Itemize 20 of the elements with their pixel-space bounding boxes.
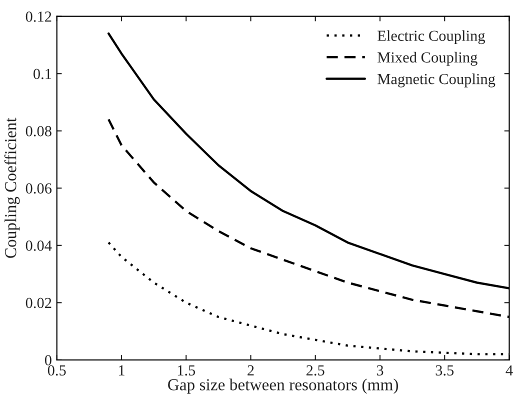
legend-label: Mixed Coupling [378,52,478,66]
y-axis-title: Coupling Coefficient [4,118,20,258]
x-tick-label: 0.5 [48,365,66,376]
x-tick-label: 1 [119,365,124,376]
legend-label: Magnetic Coupling [378,73,496,88]
y-tick-label: 0.08 [26,126,52,136]
y-tick-label: 0.06 [26,183,52,194]
y-tick-label: 0.1 [33,68,52,80]
x-tick-label: 4 [506,365,513,376]
y-tick-label: 0 [44,355,52,366]
x-tick-label: 2 [248,365,254,376]
legend-label: Electric Coupling [378,30,486,44]
y-tick-label: 0.02 [26,298,52,308]
x-tick-label: 2.5 [306,365,324,376]
x-axis-title: Gap size between resonators (mm) [168,378,398,394]
x-tick-label: 3 [376,365,384,376]
y-tick-label: 0.04 [26,240,52,251]
y-tick-label: 0.12 [26,12,52,22]
x-tick-label: 1.5 [178,365,196,376]
x-tick-label: 3.5 [436,365,454,376]
